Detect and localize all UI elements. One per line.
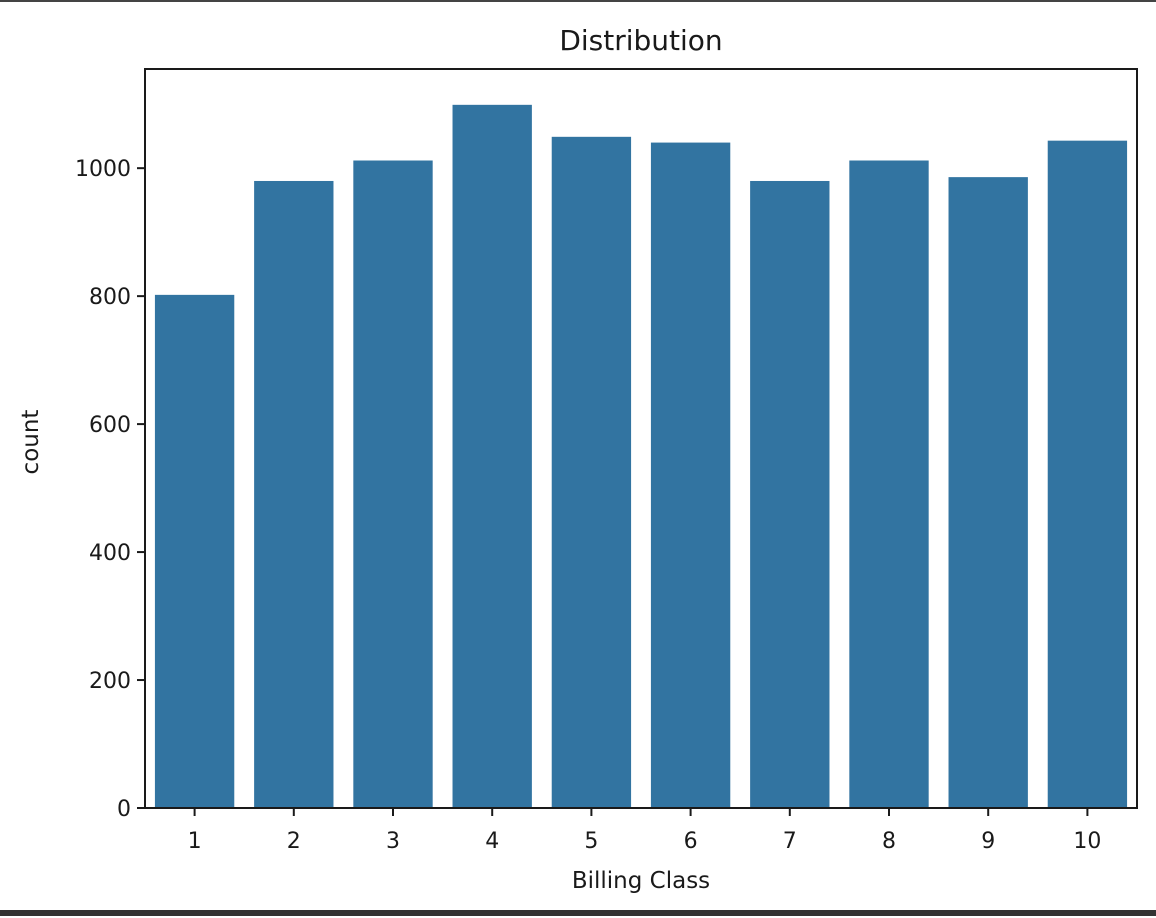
x-tick-label: 6 [684,829,698,854]
y-axis-label: count [18,410,44,475]
x-tick-label: 7 [783,829,797,854]
bar-4 [452,104,532,808]
bar-6 [650,142,731,808]
x-tick-label: 2 [287,829,301,854]
bar-3 [353,160,433,808]
y-tick-label: 600 [89,413,131,438]
y-tick-label: 0 [117,797,131,822]
bar-8 [849,160,929,808]
x-tick-label: 5 [584,829,598,854]
x-ticks-group: 1 2 3 4 5 6 7 8 9 10 [188,808,1101,854]
x-tick-label: 3 [386,829,400,854]
x-axis-label: Billing Class [572,868,710,894]
y-tick-label: 200 [89,669,131,694]
bar-2 [254,180,334,809]
y-tick-label: 400 [89,541,131,566]
y-ticks-group: 0 200 400 600 800 1000 [75,157,145,822]
y-tick-label: 800 [89,285,131,310]
bar-5 [551,136,632,808]
x-tick-label: 4 [485,829,499,854]
bar-1 [154,294,235,808]
bars-group [154,104,1128,809]
plot-area-border [144,68,1138,809]
bar-10 [1047,140,1128,808]
bar-9 [948,177,1028,808]
bar-7 [750,180,830,809]
chart-title: Distribution [559,24,722,57]
y-tick-label: 1000 [75,157,131,182]
x-tick-label: 9 [981,829,995,854]
x-tick-label: 10 [1073,829,1101,854]
x-tick-label: 8 [882,829,896,854]
x-tick-label: 1 [188,829,202,854]
